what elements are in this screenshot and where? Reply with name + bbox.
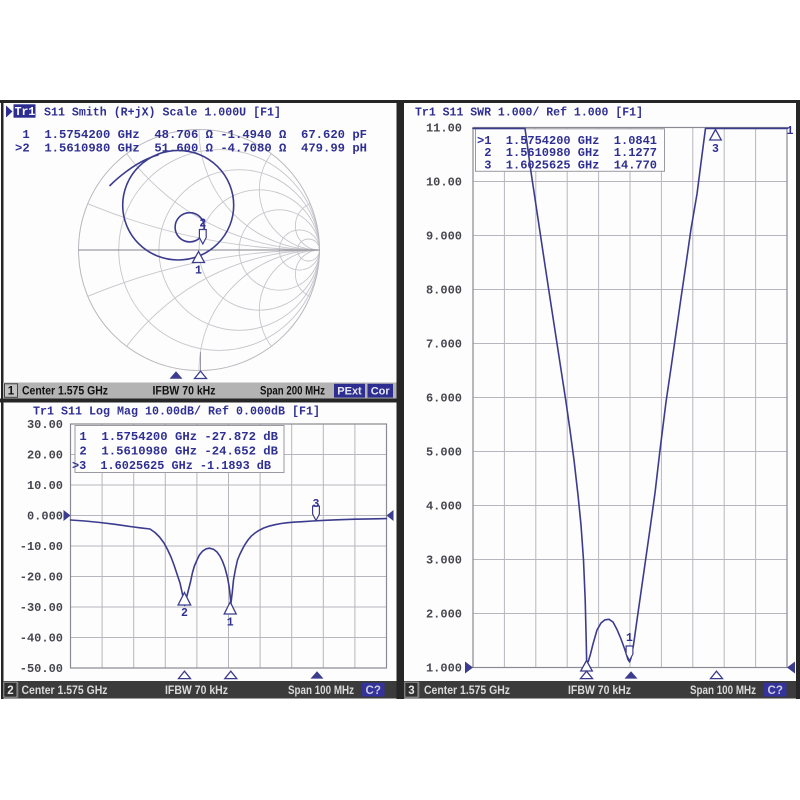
svg-text:3: 3 — [313, 498, 320, 511]
svg-text:Span 100 MHz: Span 100 MHz — [288, 685, 354, 697]
svg-text:3.000: 3.000 — [426, 554, 462, 568]
svg-text:Center 1.575 GHz: Center 1.575 GHz — [22, 386, 108, 398]
svg-text:1: 1 — [787, 125, 794, 138]
svg-text:6.000: 6.000 — [426, 392, 462, 406]
svg-text:>3 1.6025625 GHz -1.1893 dB: >3 1.6025625 GHz -1.1893 dB — [72, 459, 271, 473]
svg-text:1: 1 — [195, 265, 202, 278]
svg-text:IFBW 70 kHz: IFBW 70 kHz — [568, 685, 631, 697]
svg-text:7.000: 7.000 — [426, 338, 462, 352]
svg-text:Span 200 MHz: Span 200 MHz — [260, 386, 325, 398]
svg-text:20.00: 20.00 — [27, 449, 63, 463]
svg-text:-50.00: -50.00 — [20, 662, 63, 676]
svg-text:-10.00: -10.00 — [20, 540, 63, 554]
svg-text:PExt: PExt — [337, 386, 362, 398]
svg-text:1: 1 — [626, 632, 633, 645]
svg-text:Tr1 S11 Log Mag 10.00dB/ Ref 0: Tr1 S11 Log Mag 10.00dB/ Ref 0.000dB [F1… — [33, 405, 320, 419]
svg-text:9.000: 9.000 — [426, 230, 462, 244]
svg-text:Tr1 S11 SWR 1.000/ Ref 1.000 [: Tr1 S11 SWR 1.000/ Ref 1.000 [F1] — [415, 106, 643, 120]
svg-text:-30.00: -30.00 — [20, 601, 63, 615]
svg-text:8.000: 8.000 — [426, 284, 462, 298]
svg-text:-40.00: -40.00 — [20, 632, 63, 646]
svg-text:>1 1.5754200 GHz 1.0841: >1 1.5754200 GHz 1.0841 — [477, 134, 657, 148]
svg-text:3: 3 — [408, 685, 414, 697]
svg-text:1.000: 1.000 — [426, 662, 462, 676]
svg-text:-20.00: -20.00 — [20, 571, 63, 585]
svg-text:4.000: 4.000 — [426, 500, 462, 514]
svg-text:2.000: 2.000 — [426, 608, 462, 622]
svg-text:IFBW 70 kHz: IFBW 70 kHz — [165, 685, 228, 697]
svg-text:30.00: 30.00 — [27, 418, 63, 432]
svg-text:>2 1.5610980 GHz 51.600 Ω -4: >2 1.5610980 GHz 51.600 Ω -4.7080 Ω 479.… — [15, 141, 367, 155]
svg-text:2: 2 — [199, 218, 206, 231]
svg-text:C?: C? — [768, 685, 783, 697]
svg-text:10.00: 10.00 — [27, 479, 63, 493]
svg-text:Span 100 MHz: Span 100 MHz — [690, 685, 756, 697]
svg-text:C?: C? — [366, 685, 381, 697]
svg-text:2 1.5610980 GHz -24.652 dB: 2 1.5610980 GHz -24.652 dB — [72, 444, 278, 458]
svg-text:IFBW 70 kHz: IFBW 70 kHz — [153, 386, 216, 398]
svg-text:2: 2 — [7, 685, 13, 697]
svg-text:11.00: 11.00 — [426, 122, 462, 136]
svg-text:2 1.5610980 GHz 1.1277: 2 1.5610980 GHz 1.1277 — [477, 146, 657, 160]
svg-text:Center 1.575 GHz: Center 1.575 GHz — [22, 685, 108, 697]
svg-text:Tr1: Tr1 — [15, 106, 36, 119]
svg-text:1 1.5754200 GHz -27.872 dB: 1 1.5754200 GHz -27.872 dB — [72, 430, 278, 444]
svg-text:0.000: 0.000 — [27, 510, 63, 524]
svg-text:1: 1 — [227, 617, 234, 630]
svg-text:Center 1.575 GHz: Center 1.575 GHz — [424, 685, 510, 697]
svg-text:1: 1 — [8, 386, 15, 398]
svg-text:2: 2 — [181, 607, 188, 620]
svg-text:S11 Smith (R+jX) Scale 1.000U: S11 Smith (R+jX) Scale 1.000U [F1] — [44, 106, 281, 120]
svg-text:3: 3 — [712, 143, 719, 156]
svg-text:3 1.6025625 GHz 14.770: 3 1.6025625 GHz 14.770 — [477, 158, 657, 172]
svg-text:10.00: 10.00 — [426, 176, 462, 190]
svg-text:5.000: 5.000 — [426, 446, 462, 460]
svg-text:1 1.5754200 GHz 48.706 Ω -1.: 1 1.5754200 GHz 48.706 Ω -1.4940 Ω 67.62… — [15, 128, 367, 142]
svg-text:Cor: Cor — [371, 386, 391, 398]
